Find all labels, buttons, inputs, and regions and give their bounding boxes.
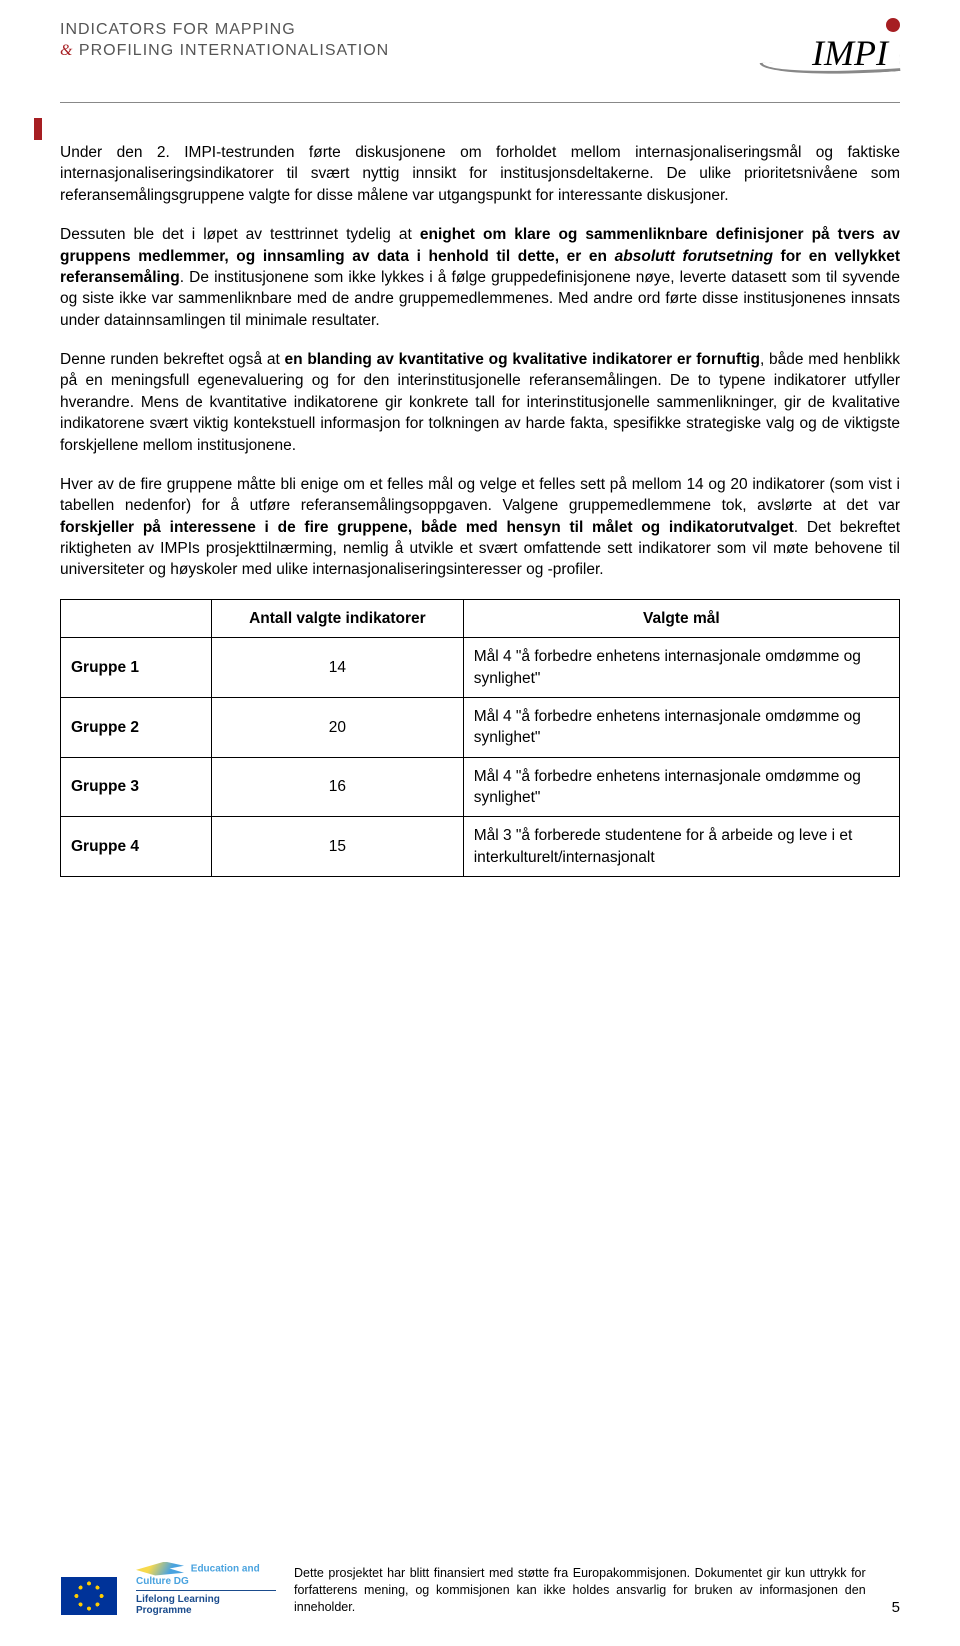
llp-line2: Lifelong Learning Programme — [136, 1594, 276, 1616]
table-row: Gruppe 4 15 Mål 3 "å forberede studenten… — [61, 817, 900, 877]
table-row: Gruppe 2 20 Mål 4 "å forbedre enhetens i… — [61, 697, 900, 757]
table-header-row: Antall valgte indikatorer Valgte mål — [61, 599, 900, 637]
goal-cell: Mål 3 "å forberede studentene for å arbe… — [463, 817, 899, 877]
llp-divider — [136, 1590, 276, 1592]
table-head-goals: Valgte mål — [463, 599, 899, 637]
paragraph-2: Dessuten ble det i løpet av testtrinnet … — [60, 224, 900, 331]
count-cell: 16 — [212, 757, 464, 817]
table-head-indicators: Antall valgte indikatorer — [212, 599, 464, 637]
header-line1: INDICATORS FOR MAPPING — [60, 21, 296, 38]
paragraph-1: Under den 2. IMPI-testrunden førte disku… — [60, 142, 900, 206]
page-content: Under den 2. IMPI-testrunden førte disku… — [0, 110, 960, 877]
group-cell: Gruppe 4 — [61, 817, 212, 877]
paragraph-4: Hver av de fire gruppene måtte bli enige… — [60, 474, 900, 581]
goal-cell: Mål 4 "å forbedre enhetens internasjonal… — [463, 697, 899, 757]
table-row: Gruppe 1 14 Mål 4 "å forbedre enhetens i… — [61, 638, 900, 698]
llp-swoosh-icon — [136, 1562, 184, 1576]
p3-bold: en blanding av kvantitative og kvalitati… — [285, 351, 760, 368]
group-cell: Gruppe 2 — [61, 697, 212, 757]
table-corner-cell — [61, 599, 212, 637]
footer-disclaimer: Dette prosjektet har blitt finansiert me… — [294, 1565, 866, 1616]
logo-swoosh-icon — [760, 53, 901, 81]
p4-bold: forskjeller på interessene i de fire gru… — [60, 519, 794, 536]
logo-dot-icon — [886, 18, 900, 32]
group-cell: Gruppe 3 — [61, 757, 212, 817]
eu-flag-icon — [60, 1576, 118, 1616]
p2-lead: Dessuten ble det i løpet av testtrinnet … — [60, 226, 420, 243]
count-cell: 14 — [212, 638, 464, 698]
llp-logo: Education and Culture DG Lifelong Learni… — [136, 1562, 276, 1617]
p4-lead: Hver av de fire gruppene måtte bli enige… — [60, 476, 900, 514]
header-line2: PROFILING INTERNATIONALISATION — [73, 42, 389, 59]
indicator-table: Antall valgte indikatorer Valgte mål Gru… — [60, 599, 900, 877]
page-footer: Education and Culture DG Lifelong Learni… — [60, 1562, 900, 1617]
goal-cell: Mål 4 "å forbedre enhetens internasjonal… — [463, 757, 899, 817]
header-ampersand: & — [60, 42, 73, 59]
count-cell: 20 — [212, 697, 464, 757]
impi-logo: IMPI — [760, 10, 900, 80]
p2-tail: . De institusjonene som ikke lykkes i å … — [60, 269, 900, 329]
group-cell: Gruppe 1 — [61, 638, 212, 698]
goal-cell: Mål 4 "å forbedre enhetens internasjonal… — [463, 638, 899, 698]
table-row: Gruppe 3 16 Mål 4 "å forbedre enhetens i… — [61, 757, 900, 817]
page-number: 5 — [892, 1599, 900, 1616]
red-tick-icon — [34, 118, 42, 140]
p3-lead: Denne runden bekreftet også at — [60, 351, 285, 368]
page-header: INDICATORS FOR MAPPING & PROFILING INTER… — [0, 0, 960, 110]
paragraph-3: Denne runden bekreftet også at en blandi… — [60, 349, 900, 456]
count-cell: 15 — [212, 817, 464, 877]
p2-italic: absolutt forutsetning — [615, 248, 773, 265]
header-divider — [60, 102, 900, 103]
